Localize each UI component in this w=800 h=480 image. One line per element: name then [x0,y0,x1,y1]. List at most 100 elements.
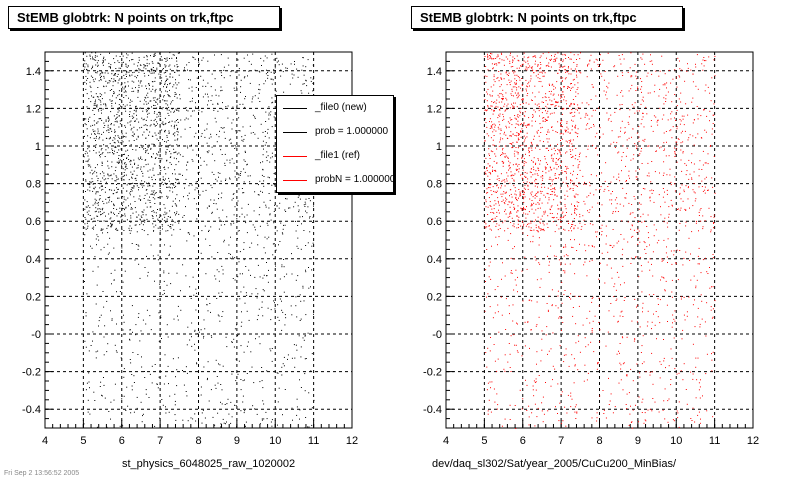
scatter-point [680,198,682,200]
scatter-point [267,176,269,178]
scatter-point [297,275,299,277]
scatter-point [304,335,306,337]
scatter-point [271,126,273,128]
scatter-point [604,180,606,182]
scatter-point [283,291,285,293]
scatter-point [174,414,176,416]
scatter-point [539,62,541,63]
scatter-point [97,70,99,72]
scatter-point [516,215,518,217]
scatter-point [535,389,537,391]
scatter-point [155,71,157,72]
scatter-point [517,120,519,122]
scatter-point [178,220,180,221]
scatter-point [634,298,636,300]
scatter-point [517,158,519,160]
scatter-point [177,134,179,136]
scatter-point [154,91,156,93]
scatter-point [558,177,559,179]
scatter-point [592,109,594,111]
scatter-point [148,144,150,146]
scatter-point [165,80,167,82]
scatter-point [127,155,129,157]
scatter-point [220,426,222,428]
scatter-point [674,152,676,154]
scatter-point [489,261,491,263]
scatter-point [304,358,306,360]
scatter-point [622,145,624,147]
scatter-point [211,212,213,214]
scatter-point [246,345,248,347]
scatter-point [486,109,488,111]
scatter-point [517,220,519,222]
scatter-point [85,389,87,391]
scatter-point [222,269,224,271]
scatter-point [647,72,649,74]
scatter-point [670,113,672,115]
scatter-point [268,112,270,114]
scatter-point [520,144,522,146]
scatter-point [630,263,632,264]
scatter-point [167,146,169,148]
scatter-point [248,269,250,271]
scatter-point [551,127,553,128]
scatter-point [547,215,549,217]
scatter-point [679,76,681,78]
scatter-point [522,63,524,65]
scatter-point [139,277,141,279]
scatter-point [591,417,593,419]
scatter-point [191,159,193,161]
scatter-point [107,197,109,198]
scatter-point [158,165,160,167]
scatter-point [595,231,597,233]
scatter-point [85,160,87,162]
scatter-point [157,227,159,229]
scatter-point [131,374,133,375]
scatter-point [268,193,270,194]
scatter-point [198,63,200,65]
scatter-point [705,131,707,133]
scatter-point [116,291,117,293]
scatter-point [277,316,279,318]
scatter-point [587,344,589,346]
scatter-point [140,199,141,201]
scatter-point [555,131,557,133]
scatter-point [513,72,515,74]
scatter-point [136,118,138,120]
scatter-point [586,124,588,126]
scatter-point [593,124,594,125]
scatter-point [161,77,163,79]
scatter-point [606,264,608,266]
scatter-point [586,102,588,104]
scatter-point [101,229,103,231]
scatter-point [139,183,141,185]
scatter-point [505,145,507,147]
scatter-point [84,217,86,218]
scatter-point [558,105,560,107]
scatter-point [140,166,142,168]
scatter-point [506,84,508,86]
scatter-point [178,152,180,154]
scatter-point [551,191,553,192]
scatter-point [123,88,125,90]
scatter-point [116,152,118,153]
scatter-point [95,193,97,195]
scatter-point [241,188,243,189]
scatter-point [652,251,654,253]
scatter-point [668,216,670,218]
scatter-point [258,70,260,72]
scatter-point [157,174,159,176]
scatter-point [511,95,513,96]
scatter-point [630,88,632,90]
scatter-point [710,229,712,231]
scatter-point [284,389,286,390]
scatter-point [311,424,313,426]
scatter-point [117,197,118,199]
scatter-point [258,92,260,94]
scatter-point [563,215,565,217]
scatter-point [560,140,561,141]
scatter-point [94,130,96,132]
scatter-point [490,95,492,97]
scatter-point [155,125,157,126]
scatter-point [562,270,564,272]
